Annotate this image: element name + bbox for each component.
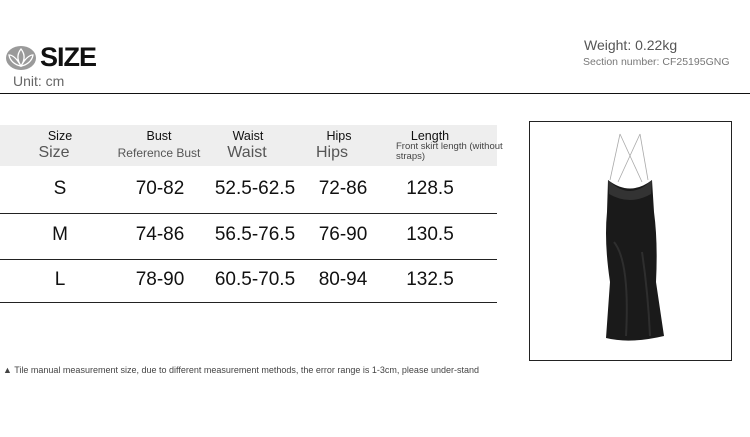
divider (0, 93, 750, 94)
table-row: S 70-82 52.5-62.5 72-86 128.5 (0, 166, 497, 214)
page-title: SIZE (40, 42, 97, 72)
table-cell: S (53, 177, 67, 199)
subheader-waist: Waist (227, 144, 267, 161)
section-number: Section number: CF25195GNG (583, 56, 730, 68)
unit-label: Unit: cm (13, 73, 65, 89)
product-image (529, 121, 732, 361)
table-header: Size Size Bust Reference Bust Waist Wais… (0, 125, 503, 166)
table-cell: 70-82 (135, 177, 185, 199)
table-cell: 130.5 (406, 224, 454, 245)
table-row: L 78-90 60.5-70.5 80-94 132.5 (0, 259, 497, 303)
table-cell: 132.5 (406, 268, 454, 290)
table-cell: 56.5-76.5 (214, 224, 296, 245)
header-hips: Hips (326, 129, 352, 143)
weight-label: Weight: 0.22kg (584, 37, 678, 53)
header-bust: Bust (146, 129, 172, 143)
table-cell: 76-90 (318, 224, 368, 245)
table-cell: 60.5-70.5 (214, 268, 296, 290)
table-cell: 72-86 (318, 177, 368, 199)
table-cell: 74-86 (135, 224, 185, 245)
table-cell: M (52, 224, 68, 245)
subheader-size: Size (38, 144, 70, 161)
table-cell: 78-90 (135, 268, 185, 290)
dress-image (606, 133, 664, 341)
table-cell: L (54, 268, 66, 290)
table-cell: 80-94 (318, 268, 368, 290)
table-cell: 128.5 (406, 177, 454, 199)
header-length: Length (410, 129, 450, 143)
subheader-bust: Reference Bust (117, 146, 201, 160)
header-waist: Waist (232, 129, 264, 143)
table-cell: 52.5-62.5 (214, 177, 296, 199)
table-row: M 74-86 56.5-76.5 76-90 130.5 (0, 213, 497, 260)
subheader-length: Front skirt length (without straps) (396, 141, 503, 162)
header-size: Size (47, 129, 73, 143)
measurement-note: ▲ Tile manual measurement size, due to d… (3, 365, 479, 375)
lotus-logo-icon (6, 46, 36, 70)
subheader-hips: Hips (315, 144, 349, 161)
